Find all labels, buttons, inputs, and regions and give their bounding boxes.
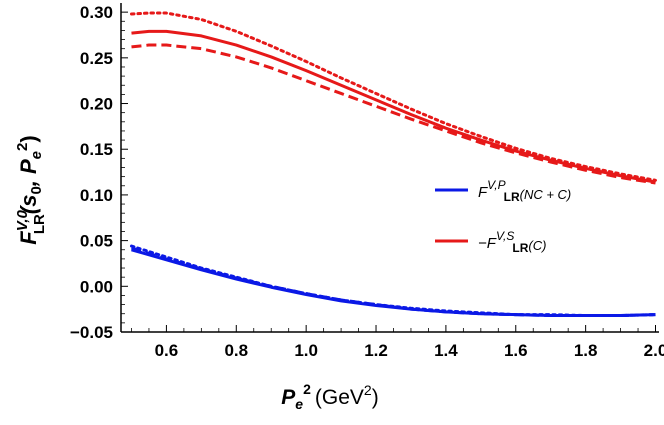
legend-label-0-tail: (NC + C) bbox=[520, 187, 572, 202]
legend-label-1: −FV,S LR(C) bbox=[478, 229, 546, 255]
legend-label-0: FV,P LR(NC + C) bbox=[478, 178, 571, 204]
x-axis-title-sub: e bbox=[295, 396, 303, 412]
y-tick-labels: −0.05 0.00 0.05 0.10 0.15 0.20 0.25 0.30 bbox=[70, 3, 113, 342]
x-tick-label-1: 0.8 bbox=[224, 341, 248, 360]
tick-marks bbox=[121, 11, 657, 333]
legend-label-0-sup: V,P bbox=[487, 178, 505, 192]
y-tick-label-3: 0.10 bbox=[80, 186, 113, 205]
legend: FV,P LR(NC + C) −FV,S LR(C) bbox=[435, 178, 571, 255]
series-line-1-dashed bbox=[131, 43, 656, 185]
y-tick-label-1: 0.00 bbox=[80, 277, 113, 296]
legend-entry-0: FV,P LR(NC + C) bbox=[435, 178, 571, 204]
legend-label-1-sub: LR bbox=[512, 241, 528, 255]
x-axis-title-unit-open: (GeV bbox=[315, 386, 364, 409]
x-axis-title: Pe2 (GeV2) bbox=[281, 381, 378, 412]
x-tick-label-4: 1.4 bbox=[434, 341, 458, 360]
x-axis-title-sup: 2 bbox=[303, 381, 311, 397]
y-axis-title-args-sub2: e bbox=[28, 151, 45, 159]
y-axis-title-args: (s bbox=[16, 195, 41, 215]
y-tick-label-5: 0.20 bbox=[80, 95, 113, 114]
legend-label-1-sup: V,S bbox=[496, 229, 514, 243]
series-line-0-solid bbox=[131, 29, 656, 184]
x-tick-label-7: 2.0 bbox=[644, 341, 664, 360]
x-tick-label-5: 1.6 bbox=[504, 341, 528, 360]
legend-label-0-sub: LR bbox=[504, 190, 520, 204]
x-tick-label-6: 1.8 bbox=[574, 341, 598, 360]
y-axis-title-args-close: ) bbox=[16, 135, 41, 142]
y-axis-title-sub: LR bbox=[31, 214, 48, 234]
series-line-5-dotted bbox=[129, 244, 658, 318]
y-tick-label-7: 0.30 bbox=[80, 3, 113, 22]
y-tick-label-4: 0.15 bbox=[80, 140, 113, 159]
y-axis-title-args-mid: , P bbox=[16, 159, 41, 187]
y-axis-title-args-sub: 0 bbox=[28, 186, 45, 194]
y-axis-title-sup: V,0 bbox=[14, 209, 31, 231]
legend-label-1-tail: (C) bbox=[528, 238, 546, 253]
x-axis-title-unit-sup: 2 bbox=[364, 382, 372, 398]
x-tick-labels: 0.6 0.8 1.0 1.2 1.4 1.6 1.8 2.0 bbox=[155, 341, 664, 360]
legend-label-0-main: F bbox=[478, 184, 488, 201]
series-line-2-dotted bbox=[129, 11, 658, 182]
legend-label-1-main: −F bbox=[478, 235, 497, 252]
x-tick-label-0: 0.6 bbox=[155, 341, 179, 360]
x-axis-title-base: P bbox=[281, 386, 296, 409]
y-axis-title: FV,0LR(s0, Pe2) bbox=[14, 135, 48, 244]
x-tick-label-3: 1.2 bbox=[364, 341, 388, 360]
y-axis-title-main: F bbox=[16, 231, 41, 245]
y-tick-label-2: 0.05 bbox=[80, 232, 113, 251]
x-axis-title-unit-close: ) bbox=[372, 386, 379, 409]
y-axis-title-args-sup2: 2 bbox=[14, 143, 31, 151]
legend-entry-1: −FV,S LR(C) bbox=[435, 229, 546, 255]
y-tick-label-6: 0.25 bbox=[80, 49, 113, 68]
y-tick-label-0: −0.05 bbox=[70, 323, 113, 342]
x-tick-label-2: 1.0 bbox=[294, 341, 318, 360]
series-lines bbox=[129, 11, 658, 318]
